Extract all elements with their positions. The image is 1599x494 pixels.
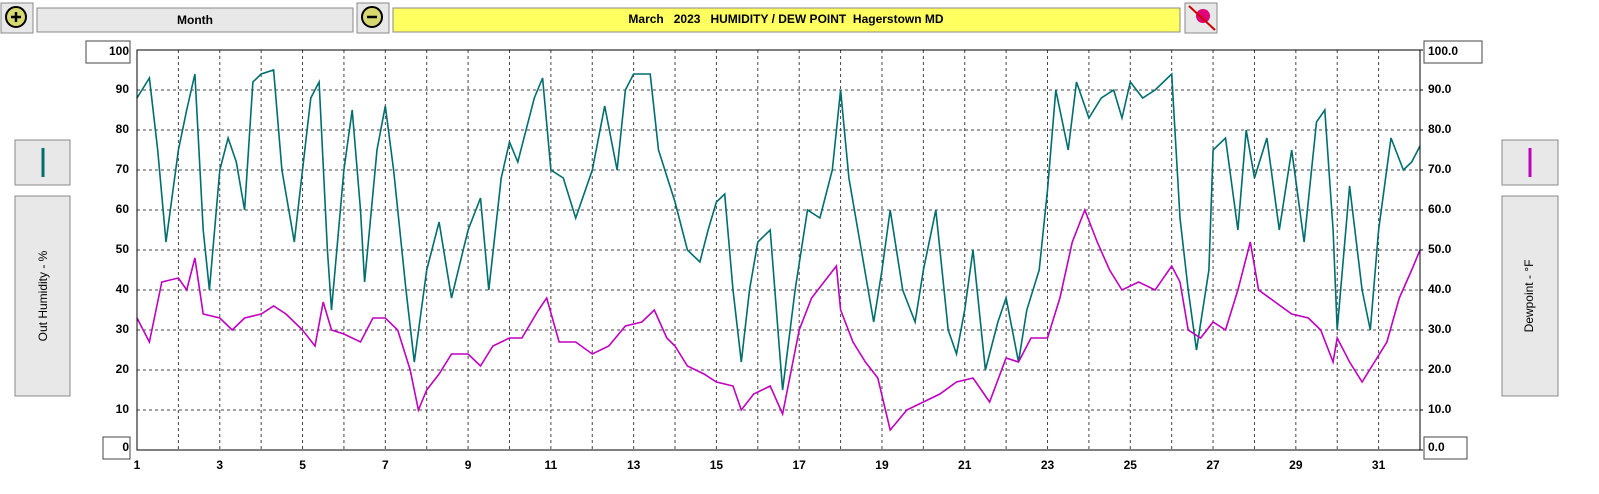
x-tick-label: 21 bbox=[958, 458, 972, 472]
x-tick-label: 13 bbox=[627, 458, 641, 472]
y-tick-box bbox=[102, 436, 131, 460]
humidity-axis-button[interactable] bbox=[14, 195, 71, 397]
y2-tick-label: 50.0 bbox=[1428, 242, 1452, 256]
x-tick-label: 15 bbox=[710, 458, 724, 472]
y-tick-box bbox=[85, 40, 131, 64]
x-tick-label: 19 bbox=[875, 458, 889, 472]
range-button[interactable] bbox=[36, 7, 354, 33]
y2-tick-box bbox=[1423, 40, 1483, 64]
x-tick-label: 25 bbox=[1124, 458, 1138, 472]
x-tick-label: 27 bbox=[1206, 458, 1220, 472]
y-tick-label: 70 bbox=[116, 162, 130, 176]
x-tick-label: 3 bbox=[216, 458, 223, 472]
dewpoint-axis-button[interactable] bbox=[1501, 195, 1559, 397]
y-tick-label: 50 bbox=[116, 242, 130, 256]
zoom-in-plus bbox=[11, 12, 21, 22]
y2-tick-label: 100.0 bbox=[1428, 44, 1458, 58]
range-button-label: Month bbox=[177, 13, 213, 27]
series-line bbox=[136, 207, 1421, 432]
y2-tick-label: 0.0 bbox=[1428, 440, 1445, 454]
y-tick-label: 30 bbox=[116, 322, 130, 336]
y2-tick-label: 90.0 bbox=[1428, 82, 1452, 96]
y2-tick-label: 70.0 bbox=[1428, 162, 1452, 176]
x-tick-label: 23 bbox=[1041, 458, 1055, 472]
x-tick-label: 11 bbox=[545, 458, 558, 472]
x-tick-label: 9 bbox=[465, 458, 472, 472]
y-tick-label: 0 bbox=[122, 440, 129, 454]
y-tick-label: 20 bbox=[116, 362, 130, 376]
y2-tick-label: 60.0 bbox=[1428, 202, 1452, 216]
tool-icon bbox=[1196, 9, 1210, 23]
y2-tick-label: 20.0 bbox=[1428, 362, 1452, 376]
y-tick-label: 40 bbox=[116, 282, 130, 296]
chart-title: March 2023 HUMIDITY / DEW POINT Hagersto… bbox=[628, 12, 943, 26]
x-tick-label: 7 bbox=[382, 458, 389, 472]
x-tick-label: 29 bbox=[1289, 458, 1303, 472]
tool-icon-line bbox=[1188, 5, 1216, 31]
y2-tick-label: 80.0 bbox=[1428, 122, 1452, 136]
y2-tick-label: 10.0 bbox=[1428, 402, 1452, 416]
y2-axis-label: Dewpoint - °F bbox=[1522, 260, 1536, 333]
x-tick-label: 5 bbox=[299, 458, 306, 472]
y2-tick-box bbox=[1423, 436, 1468, 460]
y2-tick-label: 30.0 bbox=[1428, 322, 1452, 336]
plot-border bbox=[136, 49, 1421, 451]
x-tick-label: 17 bbox=[793, 458, 807, 472]
y-tick-label: 10 bbox=[116, 402, 130, 416]
y2-tick-label: 40.0 bbox=[1428, 282, 1452, 296]
y-tick-label: 90 bbox=[116, 82, 130, 96]
x-tick-label: 31 bbox=[1372, 458, 1386, 472]
title-bar bbox=[392, 7, 1181, 33]
y-tick-label: 60 bbox=[116, 202, 130, 216]
series-line bbox=[136, 68, 1421, 391]
y-tick-label: 80 bbox=[116, 122, 130, 136]
y-tick-label: 100 bbox=[109, 44, 129, 58]
y-axis-label: Out Humidity - % bbox=[36, 250, 50, 341]
x-tick-label: 1 bbox=[134, 458, 141, 472]
